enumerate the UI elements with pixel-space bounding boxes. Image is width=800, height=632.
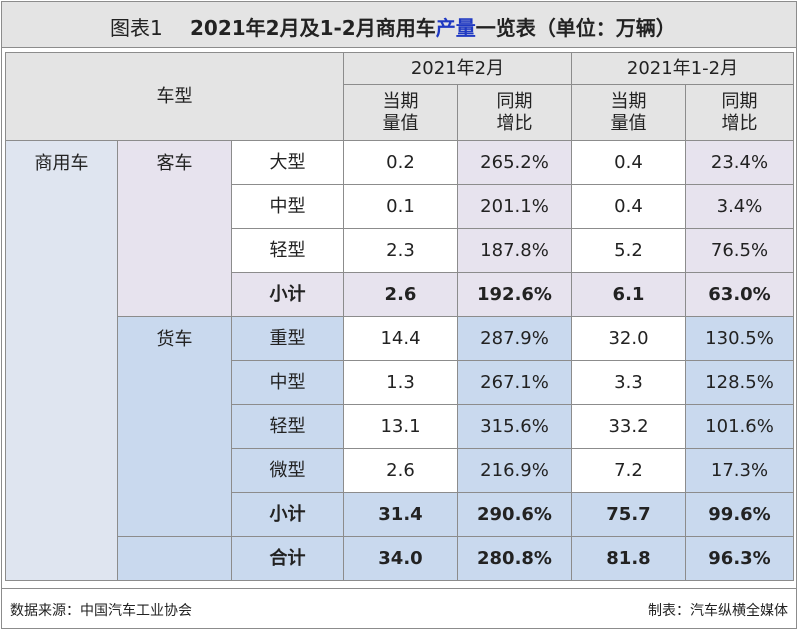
cell-yoy: 287.9% [457, 316, 572, 361]
group-bus: 客车 [117, 140, 232, 317]
row-label: 大型 [231, 140, 344, 185]
cell-value: 3.3 [571, 360, 686, 405]
header-value-1: 当期 量值 [343, 84, 458, 141]
header-period-feb: 2021年2月 [343, 52, 572, 85]
figure-number: 图表1 [110, 16, 163, 40]
row-label: 中型 [231, 360, 344, 405]
cell-value: 5.2 [571, 228, 686, 273]
cell-yoy: 290.6% [457, 492, 572, 537]
cell-yoy: 17.3% [685, 448, 794, 493]
row-label: 轻型 [231, 228, 344, 273]
header-yoy-1: 同期 增比 [457, 84, 572, 141]
cell-yoy: 265.2% [457, 140, 572, 185]
production-table: 车型 2021年2月 2021年1-2月 当期 量值 同期 增比 当期 量值 同期 增比… [5, 52, 794, 581]
cell-yoy: 3.4% [685, 184, 794, 229]
cell-value: 32.0 [571, 316, 686, 361]
row-label: 轻型 [231, 404, 344, 449]
data-source: 数据来源：中国汽车工业协会 [10, 603, 192, 619]
cell-value: 0.4 [571, 184, 686, 229]
header-period-janfeb: 2021年1-2月 [571, 52, 794, 85]
table-row: 中型 1.3 267.1% 3.3 128.5% [6, 360, 794, 405]
cell-yoy: 187.8% [457, 228, 572, 273]
cell-yoy: 23.4% [685, 140, 794, 185]
cell-yoy: 63.0% [685, 272, 794, 317]
title-bar: 图表1 2021年2月及1-2月商用车产量一览表（单位：万辆） [2, 2, 796, 48]
table-row: 轻型 2.3 187.8% 5.2 76.5% [6, 228, 794, 273]
table-row: 商用车 客车 大型 0.2 265.2% 0.4 23.4% [5, 140, 794, 581]
title-highlight: 产量 [435, 16, 476, 40]
cell-yoy: 96.3% [685, 536, 794, 581]
cell-value: 31.4 [343, 492, 458, 537]
cell-value: 34.0 [343, 536, 458, 581]
header-vehicle-type: 车型 [5, 52, 344, 141]
cell-value: 0.4 [571, 140, 686, 185]
cell-yoy: 99.6% [685, 492, 794, 537]
row-label: 小计 [231, 272, 344, 317]
cell-value: 6.1 [571, 272, 686, 317]
table-row: 微型 2.6 216.9% 7.2 17.3% [6, 448, 794, 493]
cell-value: 0.1 [343, 184, 458, 229]
table-row: 中型 0.1 201.1% 0.4 3.4% [6, 184, 794, 229]
cell-value: 2.6 [343, 448, 458, 493]
page-title: 2021年2月及1-2月商用车产量一览表（单位：万辆） [190, 12, 676, 41]
table-row-subtotal: 小计 2.6 192.6% 6.1 63.0% [6, 272, 794, 317]
cell-yoy: 201.1% [457, 184, 572, 229]
row-label: 合计 [231, 536, 344, 581]
cell-yoy: 267.1% [457, 360, 572, 405]
cell-yoy: 76.5% [685, 228, 794, 273]
cell-value: 13.1 [343, 404, 458, 449]
table-row-total: 合计 34.0 280.8% 81.8 96.3% [6, 536, 794, 581]
cell-value: 2.6 [343, 272, 458, 317]
cell-value: 14.4 [343, 316, 458, 361]
cell-yoy: 280.8% [457, 536, 572, 581]
cell-value: 0.2 [343, 140, 458, 185]
table-row: 货车 重型 14.4 287.9% 32.0 130.5% [6, 316, 794, 537]
row-label: 小计 [231, 492, 344, 537]
cell-value: 7.2 [571, 448, 686, 493]
cell-yoy: 130.5% [685, 316, 794, 361]
title-prefix: 2021年2月及1-2月商用车 [190, 16, 436, 40]
cell-yoy: 128.5% [685, 360, 794, 405]
header-value-2: 当期 量值 [571, 84, 686, 141]
cell-yoy: 192.6% [457, 272, 572, 317]
cell-value: 2.3 [343, 228, 458, 273]
total-spacer [117, 536, 232, 581]
group-commercial: 商用车 [5, 140, 118, 581]
row-label: 微型 [231, 448, 344, 493]
row-label: 中型 [231, 184, 344, 229]
row-label: 重型 [231, 316, 344, 361]
cell-value: 33.2 [571, 404, 686, 449]
cell-value: 75.7 [571, 492, 686, 537]
group-truck: 货车 [117, 316, 232, 537]
table-maker: 制表：汽车纵横全媒体 [648, 603, 788, 619]
footer-divider [2, 588, 796, 589]
cell-yoy: 216.9% [457, 448, 572, 493]
cell-value: 1.3 [343, 360, 458, 405]
header-yoy-2: 同期 增比 [685, 84, 794, 141]
title-suffix: 一览表（单位：万辆） [475, 16, 676, 40]
table-row: 轻型 13.1 315.6% 33.2 101.6% [6, 404, 794, 449]
cell-yoy: 315.6% [457, 404, 572, 449]
cell-yoy: 101.6% [685, 404, 794, 449]
cell-value: 81.8 [571, 536, 686, 581]
table-row-subtotal: 小计 31.4 290.6% 75.7 99.6% [6, 492, 794, 537]
